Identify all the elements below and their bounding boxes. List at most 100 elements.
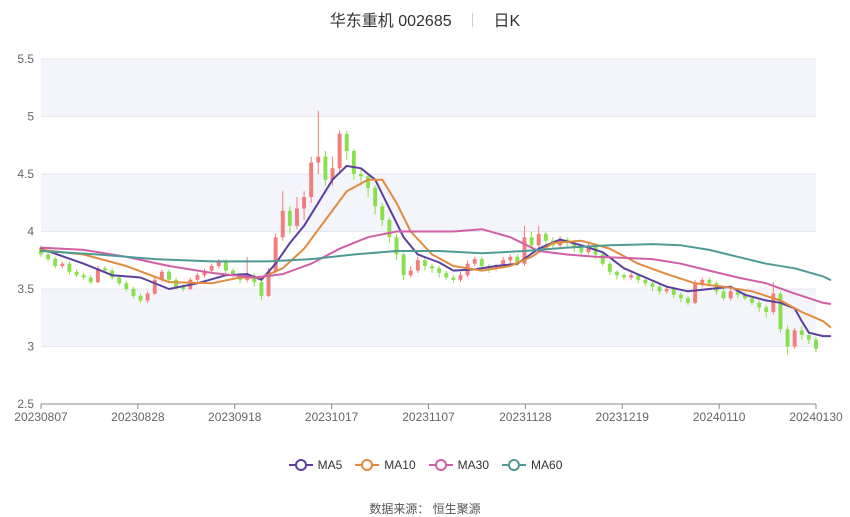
candle-body	[358, 174, 363, 177]
candle-body	[323, 156, 328, 180]
candle-body	[81, 275, 86, 278]
candle-body	[195, 275, 200, 280]
candle-body	[252, 275, 257, 283]
legend-item-ma30[interactable]: MA30	[428, 458, 489, 472]
grid-band	[41, 289, 816, 347]
candle-body	[88, 277, 93, 283]
candle-body	[693, 283, 698, 303]
candle-body	[622, 275, 626, 278]
candle-body	[209, 266, 214, 271]
candle-body	[309, 162, 314, 197]
candle-body	[95, 268, 100, 283]
moving-average-lines	[40, 164, 832, 338]
candle-body	[508, 256, 513, 261]
candle-body	[380, 206, 385, 220]
period-label: 日K	[493, 13, 521, 30]
legend-item-ma60[interactable]: MA60	[501, 458, 562, 472]
grid-band	[41, 59, 816, 117]
legend-item-ma10[interactable]: MA10	[354, 458, 416, 472]
candle-body	[721, 291, 726, 299]
x-tick-label: 20231107	[402, 410, 455, 424]
legend-item-ma5[interactable]: MA5	[288, 458, 343, 472]
x-tick-label: 20231017	[305, 410, 359, 424]
candle-body	[344, 133, 349, 151]
candle-body	[750, 298, 754, 303]
candle-body	[124, 283, 129, 289]
candle-body	[472, 259, 477, 264]
grid-band	[41, 174, 816, 232]
candle-body	[771, 293, 776, 312]
series-line-ma60	[40, 243, 832, 281]
stock-name: 华东重机	[329, 13, 394, 30]
candle-body	[351, 151, 356, 174]
x-tick-label: 20230807	[14, 410, 68, 424]
legend: MA5 MA10 MA30 MA60	[0, 458, 850, 475]
candle-body	[167, 271, 171, 280]
candle-body	[152, 279, 157, 294]
legend-label: MA5	[317, 458, 343, 472]
legend-marker	[502, 459, 527, 471]
candle-body	[316, 156, 321, 163]
candle-body	[543, 233, 548, 241]
candle-body	[181, 286, 186, 289]
candle-body	[515, 256, 520, 264]
candle-body	[394, 237, 399, 255]
candle-body	[401, 254, 406, 276]
candle-body	[707, 279, 712, 284]
stock-code: 002685	[398, 13, 452, 30]
candle-body	[280, 210, 285, 238]
candle-body	[607, 263, 612, 272]
candle-body	[373, 187, 378, 207]
candle-body	[814, 339, 818, 349]
candle-body	[430, 266, 435, 269]
x-tick-label: 20231219	[596, 410, 650, 424]
legend-marker	[428, 459, 453, 471]
y-tick-label: 5	[27, 110, 34, 124]
x-tick-label: 20230918	[208, 410, 262, 424]
y-tick-label: 4.5	[17, 167, 34, 181]
candle-body	[757, 302, 762, 308]
legend-label: MA60	[531, 458, 563, 472]
candle-body	[458, 275, 463, 280]
candle-body	[572, 243, 577, 248]
candle-body	[636, 275, 641, 280]
series-line-ma10	[40, 178, 832, 328]
y-tick-label: 3	[27, 340, 34, 354]
candle-body	[501, 260, 506, 266]
candle-body	[223, 261, 228, 271]
title-separator	[472, 13, 474, 27]
candle-body	[806, 335, 811, 340]
candle-body	[764, 307, 769, 312]
candle-body	[799, 330, 804, 335]
legend-marker	[288, 459, 313, 471]
candle-body	[117, 277, 122, 284]
candle-body	[46, 254, 51, 260]
candle-body	[53, 259, 58, 266]
candle-body	[103, 268, 107, 271]
candle-body	[643, 279, 648, 284]
candle-body	[579, 247, 584, 253]
candle-body	[614, 271, 619, 276]
series-line-ma5	[40, 164, 832, 338]
candle-body	[74, 271, 79, 276]
candle-body	[586, 245, 591, 253]
candle-body	[408, 270, 413, 276]
candle-body	[536, 233, 541, 246]
candle-body	[415, 260, 420, 271]
candle-body	[735, 291, 740, 295]
candle-body	[202, 270, 207, 276]
candle-body	[60, 263, 65, 266]
candle-body	[159, 271, 164, 280]
y-tick-label: 5.5	[17, 52, 34, 66]
candle-body	[231, 270, 235, 276]
y-tick-label: 4	[27, 225, 34, 239]
candle-body	[110, 270, 115, 278]
legend-marker	[355, 459, 380, 471]
candle-body	[273, 237, 278, 272]
candle-body	[138, 295, 143, 301]
series-line-ma30	[40, 228, 832, 305]
candle-body	[686, 298, 690, 303]
candle-body	[494, 266, 499, 269]
x-tick-label: 20240110	[693, 410, 746, 424]
